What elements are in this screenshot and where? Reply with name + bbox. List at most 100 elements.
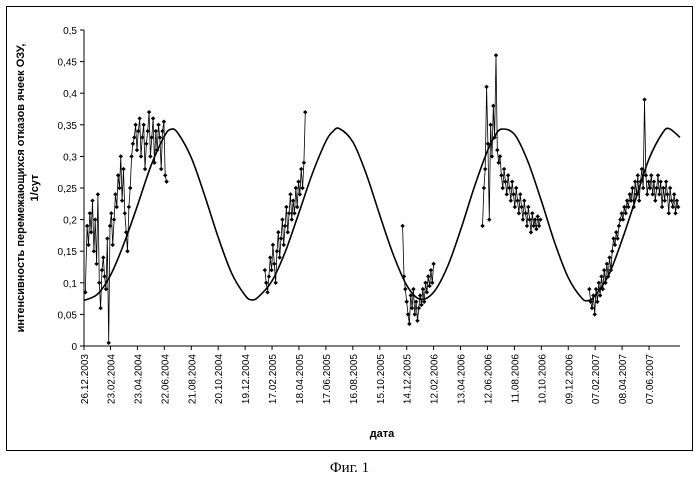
data-point — [661, 186, 665, 190]
data-point — [494, 53, 498, 57]
x-tick-label: 23.04.2004 — [133, 354, 144, 404]
data-point — [267, 274, 271, 278]
data-point — [599, 274, 603, 278]
data-point — [484, 85, 488, 89]
data-point — [418, 293, 422, 297]
data-point — [487, 217, 491, 221]
y-tick-label: 0,05 — [58, 310, 78, 321]
data-point — [617, 224, 621, 228]
data-point — [514, 186, 518, 190]
data-point — [645, 192, 649, 196]
y-tick-label: 0,35 — [58, 121, 78, 132]
data-point — [144, 142, 148, 146]
data-point — [633, 179, 637, 183]
data-point — [594, 287, 598, 291]
data-point — [282, 243, 286, 247]
data-point — [290, 217, 294, 221]
data-point — [148, 154, 152, 158]
data-point — [525, 224, 529, 228]
data-point — [97, 281, 101, 285]
x-tick-label: 19.12.2004 — [241, 354, 252, 404]
x-tick-label: 07.02.2007 — [591, 354, 602, 404]
data-point — [642, 97, 646, 101]
data-point — [139, 154, 143, 158]
data-point — [488, 123, 492, 127]
observed-line — [483, 55, 541, 232]
data-point — [650, 192, 654, 196]
data-point — [104, 287, 108, 291]
data-point — [131, 142, 135, 146]
data-point — [294, 186, 298, 190]
data-point — [480, 224, 484, 228]
data-point — [154, 129, 158, 133]
x-tick-label: 20.10.2004 — [214, 354, 225, 404]
data-point — [288, 192, 292, 196]
y-axis-title-unit: 1/сут — [29, 174, 41, 202]
data-point — [630, 186, 634, 190]
data-point — [163, 173, 167, 177]
data-point — [125, 249, 129, 253]
data-point — [602, 268, 606, 272]
data-point — [96, 192, 100, 196]
data-point — [98, 306, 102, 310]
data-point — [636, 173, 640, 177]
data-point — [415, 319, 419, 323]
data-point — [501, 186, 505, 190]
data-point — [275, 249, 279, 253]
x-tick-label: 13.04.2006 — [457, 354, 468, 404]
data-point — [593, 312, 597, 316]
data-point — [430, 281, 434, 285]
x-tick-label: 11.08.2006 — [510, 354, 521, 404]
data-point — [413, 312, 417, 316]
data-point — [90, 198, 94, 202]
data-point — [510, 179, 514, 183]
data-point — [151, 116, 155, 120]
data-point — [109, 211, 113, 215]
data-point — [511, 192, 515, 196]
data-point — [426, 274, 430, 278]
data-point — [263, 268, 267, 272]
data-point — [141, 123, 145, 127]
observed-line — [265, 112, 305, 292]
data-point — [88, 211, 92, 215]
data-point — [147, 110, 151, 114]
data-point — [156, 123, 160, 127]
data-point — [538, 217, 542, 221]
y-tick-label: 0,5 — [63, 26, 77, 37]
data-point — [295, 205, 299, 209]
data-point — [431, 262, 435, 266]
data-point — [129, 154, 133, 158]
data-point — [421, 287, 425, 291]
data-point — [515, 198, 519, 202]
data-point — [505, 192, 509, 196]
data-point — [660, 205, 664, 209]
data-point — [303, 110, 307, 114]
data-point — [284, 205, 288, 209]
data-point — [637, 198, 641, 202]
data-point — [605, 262, 609, 266]
x-tick-label: 12.02.2006 — [430, 354, 441, 404]
data-point — [105, 236, 109, 240]
data-point — [296, 179, 300, 183]
data-point — [517, 211, 521, 215]
x-tick-label: 17.02.2005 — [268, 354, 279, 404]
data-point — [672, 192, 676, 196]
data-point — [659, 179, 663, 183]
data-point — [119, 154, 123, 158]
data-point — [283, 224, 287, 228]
data-point — [135, 148, 139, 152]
data-point — [276, 230, 280, 234]
data-point — [120, 198, 124, 202]
data-point — [649, 173, 653, 177]
data-point — [287, 211, 291, 215]
data-point — [403, 287, 407, 291]
data-point — [137, 116, 141, 120]
data-point — [509, 198, 513, 202]
data-point — [671, 205, 675, 209]
data-point — [673, 211, 677, 215]
x-tick-label: 26.12.2003 — [80, 354, 91, 404]
data-point — [663, 198, 667, 202]
data-point — [407, 322, 411, 326]
data-point — [429, 268, 433, 272]
data-point — [292, 211, 296, 215]
